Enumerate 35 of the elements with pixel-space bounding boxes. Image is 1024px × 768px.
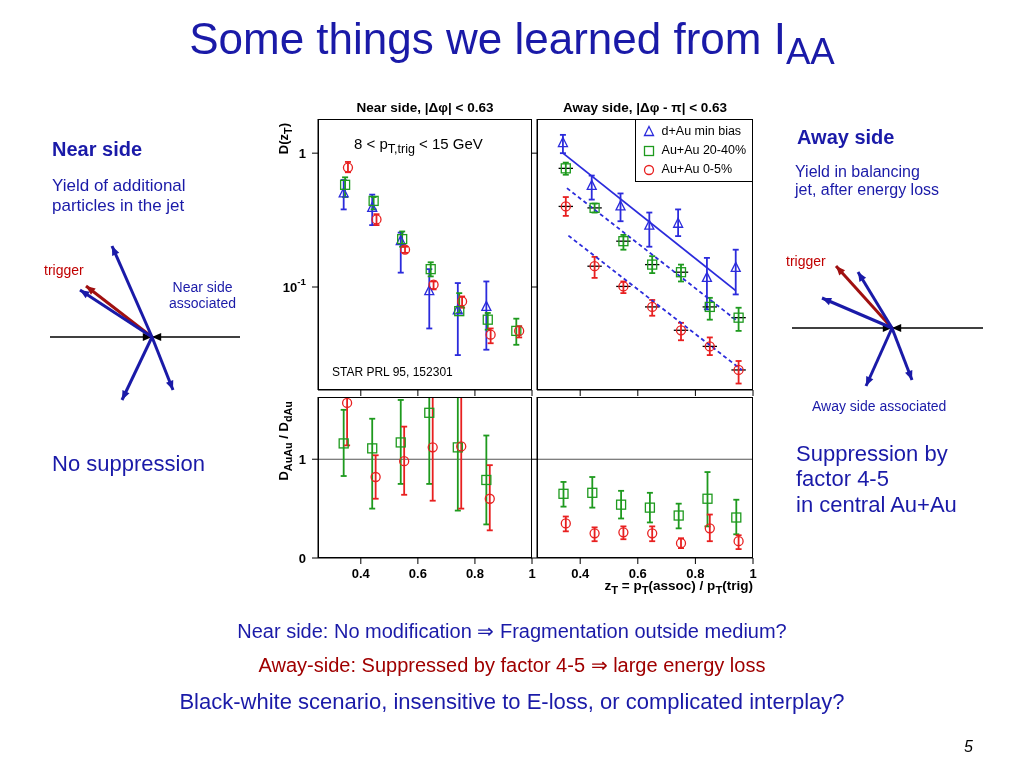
x-tick-label: 0.8: [465, 566, 484, 581]
text: Suppression by factor 4-5 in central Au+Au: [796, 441, 957, 517]
legend-label: d+Au min bias: [661, 123, 742, 140]
y-tick-label: 0: [298, 550, 306, 566]
text: Away-side: Suppressed by factor 4-5 ⇒ large energy loss: [257, 654, 767, 677]
text: Away side: [797, 126, 895, 149]
chart-title: Near side, |Δφ| < 0.63: [355, 100, 495, 115]
y-tick-label: 1: [298, 451, 306, 467]
y-tick-label: 1: [298, 145, 306, 161]
legend-label: Au+Au 0-5%: [661, 161, 733, 178]
annotation: STAR PRL 95, 152301: [332, 365, 453, 379]
text: Away side associated: [812, 398, 947, 415]
text: No suppression: [52, 451, 205, 477]
x-tick-label: 0.8: [686, 566, 705, 581]
text: Black-white scenario, insensitive to E-loss, or complicated interplay?: [178, 689, 846, 715]
x-tick-label: 0.6: [628, 566, 647, 581]
x-tick-label: 0.6: [408, 566, 427, 581]
text: Some things we learned from I$_{AA}$: [188, 14, 836, 73]
x-tick-label: 0.4: [351, 566, 371, 581]
text: Yield of additional particles in the jet: [52, 176, 186, 216]
x-tick-label: 1: [528, 566, 536, 581]
text: trigger: [786, 253, 826, 270]
annotation: 8 < p$_{T,trig}$ < 15 GeV: [354, 135, 483, 156]
x-tick-label: 0.4: [571, 566, 590, 581]
text: Near side: [52, 138, 143, 161]
text: Near side: No modification ⇒ Fragmentation outside medium?: [236, 620, 788, 643]
text: trigger: [44, 262, 84, 279]
legend-label: Au+Au 20-40%: [661, 142, 746, 159]
text: 5: [964, 738, 973, 757]
x-tick-label: 1: [749, 566, 757, 581]
text: Near side associated: [168, 279, 237, 312]
text: Yield in balancing jet, after energy loss: [795, 163, 940, 200]
x-axis-title: z$_{T}$ = p$_{T}$(assoc) / p$_{T}$(trig): [604, 578, 753, 596]
chart-title: Away side, |Δφ - π| < 0.63: [561, 100, 729, 115]
y-tick-label: 10$^{-1}$: [282, 276, 307, 295]
